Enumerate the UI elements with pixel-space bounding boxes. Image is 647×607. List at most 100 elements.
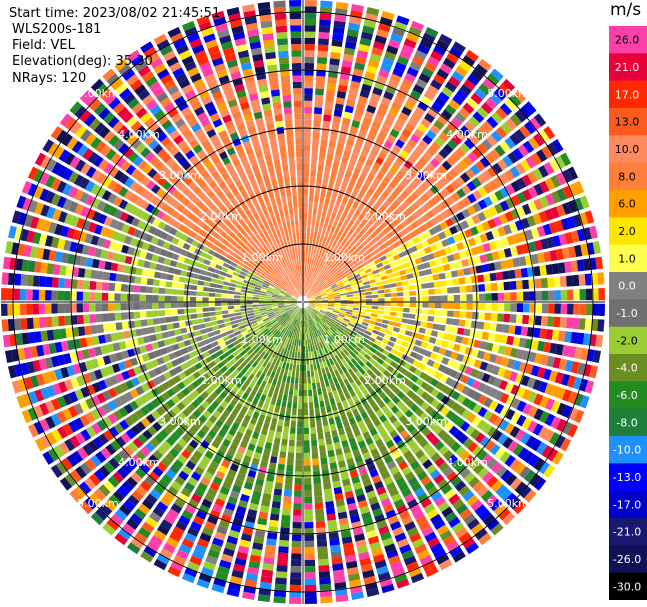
range-gate: [80, 386, 90, 398]
range-gate: [219, 270, 227, 277]
range-gate: [196, 210, 205, 219]
range-gate: [182, 217, 191, 226]
range-gate: [280, 381, 286, 388]
range-gate: [325, 437, 333, 445]
range-gate: [377, 400, 386, 409]
range-gate: [320, 319, 327, 325]
range-gate: [216, 235, 225, 243]
range-gate: [197, 280, 205, 286]
range-gate: [291, 325, 296, 332]
range-gate: [267, 311, 274, 316]
range-gate: [272, 494, 282, 503]
range-gate: [433, 281, 441, 288]
range-gate: [97, 213, 107, 225]
velocity-rays: [1, 0, 605, 604]
range-gate: [500, 237, 510, 247]
range-gate: [197, 367, 206, 376]
range-gate: [422, 302, 429, 308]
range-gate: [150, 398, 160, 409]
range-gate: [578, 274, 586, 286]
range-gate: [263, 557, 275, 565]
range-gate: [339, 433, 347, 442]
range-gate: [227, 373, 236, 381]
range-gate: [353, 167, 361, 176]
range-gate: [386, 424, 395, 434]
range-gate: [304, 515, 314, 523]
range-gate: [439, 176, 449, 187]
range-gate: [390, 73, 402, 83]
range-gate: [21, 259, 30, 272]
range-gate: [320, 327, 325, 334]
range-gate: [127, 151, 139, 163]
range-gate: [495, 107, 508, 120]
range-gate: [459, 142, 471, 154]
range-gate: [135, 172, 146, 183]
range-gate: [48, 249, 57, 262]
range-gate: [131, 217, 140, 227]
range-gate: [403, 555, 417, 566]
range-gate: [281, 327, 286, 334]
range-gate: [370, 502, 381, 511]
range-gate: [149, 488, 162, 500]
range-gate: [374, 81, 386, 91]
range-gate: [314, 369, 319, 377]
range-gate: [181, 449, 192, 460]
range-gate: [434, 309, 442, 316]
range-gate: [91, 169, 102, 182]
range-gate: [390, 33, 403, 43]
range-gate: [290, 566, 302, 573]
range-gate: [38, 303, 46, 315]
range-gate: [92, 211, 102, 222]
ray: [59, 305, 299, 491]
range-gate: [451, 70, 465, 83]
range-gate: [117, 485, 130, 498]
range-gate: [173, 268, 182, 276]
range-gate: [309, 299, 316, 301]
range-gate: [102, 416, 113, 428]
range-gate: [184, 532, 197, 543]
range-gate: [386, 45, 399, 55]
range-gate: [235, 333, 243, 340]
range-gate: [328, 391, 334, 400]
range-gate: [219, 374, 227, 382]
range-gate: [211, 439, 221, 449]
range-gate: [231, 377, 240, 385]
range-gate: [292, 312, 297, 319]
range-gate: [392, 271, 401, 277]
range-gate: [152, 421, 162, 432]
range-gate: [119, 419, 130, 431]
range-gate: [321, 256, 326, 263]
range-gate: [332, 563, 344, 571]
range-gate: [331, 474, 340, 482]
range-gate: [275, 345, 280, 353]
range-gate: [461, 409, 472, 420]
range-gate: [189, 439, 199, 449]
range-gate: [303, 207, 308, 214]
range-gate: [433, 548, 447, 560]
range-gate: [234, 288, 242, 292]
range-gate: [21, 409, 33, 424]
range-gate: [165, 281, 173, 288]
range-gate: [252, 490, 262, 499]
range-gate: [345, 286, 352, 291]
range-gate: [272, 344, 278, 351]
range-gate: [271, 298, 278, 301]
range-gate: [291, 311, 296, 318]
range-gate: [198, 274, 206, 281]
range-gate: [272, 320, 279, 326]
range-gate: [313, 281, 318, 287]
range-gate: [262, 388, 269, 396]
range-gate: [199, 269, 208, 276]
range-gate: [311, 446, 318, 453]
range-gate: [335, 499, 345, 507]
range-gate: [533, 457, 545, 471]
range-gate: [342, 266, 349, 273]
range-gate: [201, 372, 210, 381]
range-gate: [262, 282, 270, 287]
range-gate: [77, 326, 86, 337]
range-gate: [308, 201, 313, 209]
range-gate: [409, 296, 417, 302]
range-gate: [347, 93, 358, 102]
range-gate: [455, 503, 468, 515]
range-gate: [324, 399, 331, 407]
